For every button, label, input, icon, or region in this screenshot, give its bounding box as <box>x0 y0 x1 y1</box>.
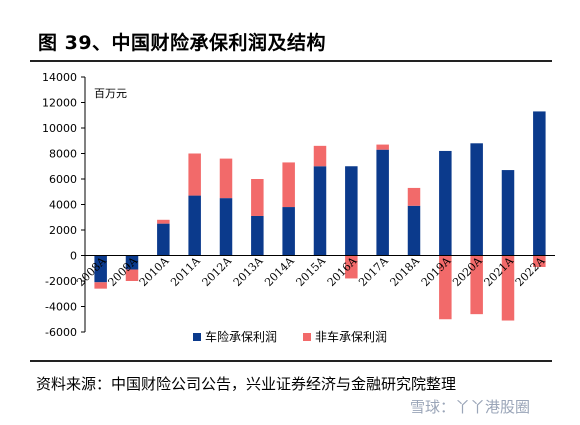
bar-auto-underwriting-profit <box>125 255 139 270</box>
y-tick-label: 6000 <box>49 173 77 186</box>
bar-non-auto-underwriting-profit <box>345 255 358 279</box>
y-tick-label: -4000 <box>45 301 77 314</box>
x-tick-label: 2010A <box>137 254 172 289</box>
x-tick-label: 2017A <box>356 254 391 289</box>
bar-auto-underwriting-profit <box>470 143 483 256</box>
x-tick-label: 2011A <box>168 254 203 289</box>
source-divider <box>30 360 552 362</box>
bar-non-auto-underwriting-profit <box>157 219 170 224</box>
legend-swatch-auto <box>193 333 201 341</box>
bar-non-auto-underwriting-profit <box>376 144 389 150</box>
watermark: 雪球：丫丫港股圈 <box>410 398 531 416</box>
bar-auto-underwriting-profit <box>219 198 233 256</box>
bar-non-auto-underwriting-profit <box>407 187 421 206</box>
unit-label: 百万元 <box>94 87 127 100</box>
bar-non-auto-underwriting-profit <box>282 162 295 208</box>
y-tick-label: 8000 <box>49 148 77 161</box>
x-tick-label: 2013A <box>231 254 266 289</box>
bar-auto-underwriting-profit <box>157 223 170 256</box>
bar-auto-underwriting-profit <box>313 166 327 256</box>
bar-non-auto-underwriting-profit <box>94 282 107 289</box>
source-note: 资料来源：中国财险公司公告，兴业证券经济与金融研究院整理 <box>36 375 457 393</box>
y-tick-label: -6000 <box>45 326 77 339</box>
x-tick-label: 2012A <box>200 254 235 289</box>
bar-non-auto-underwriting-profit <box>439 255 452 320</box>
x-tick-label: 2018A <box>388 254 423 289</box>
title-divider <box>30 60 552 62</box>
bar-non-auto-underwriting-profit <box>188 153 201 196</box>
chart-title: 图 39、中国财险承保利润及结构 <box>38 32 327 54</box>
bar-non-auto-underwriting-profit <box>219 158 233 199</box>
bar-auto-underwriting-profit <box>533 111 546 256</box>
bar-auto-underwriting-profit <box>94 255 107 283</box>
bar-auto-underwriting-profit <box>501 170 515 256</box>
y-tick-label: 0 <box>70 250 77 263</box>
bar-auto-underwriting-profit <box>439 150 452 256</box>
bar-non-auto-underwriting-profit <box>533 255 546 267</box>
bar-auto-underwriting-profit <box>282 207 295 256</box>
y-tick-label: 10000 <box>42 122 77 135</box>
bar-auto-underwriting-profit <box>376 149 389 256</box>
bar-non-auto-underwriting-profit <box>313 145 327 167</box>
bar-auto-underwriting-profit <box>407 205 421 256</box>
y-tick-label: 12000 <box>42 97 77 110</box>
bar-auto-underwriting-profit <box>345 166 358 256</box>
stacked-bar-chart: -6000 -4000 -2000 0 2000 4000 6000 8000 10000 120… <box>42 71 555 344</box>
legend-label-non-auto: 非车承保利润 <box>315 329 387 344</box>
x-tick-label: 2014A <box>262 254 297 289</box>
y-tick-label: 14000 <box>42 71 77 84</box>
bar-auto-underwriting-profit <box>251 215 264 256</box>
y-tick-label: 2000 <box>49 224 77 237</box>
bar-non-auto-underwriting-profit <box>470 255 483 315</box>
legend-swatch-non-auto <box>303 333 311 341</box>
bar-auto-underwriting-profit <box>188 195 201 256</box>
y-tick-label: 4000 <box>49 199 77 212</box>
x-tick-label: 2015A <box>294 254 329 289</box>
bar-non-auto-underwriting-profit <box>501 255 515 321</box>
y-tick-label: -2000 <box>45 275 77 288</box>
bar-non-auto-underwriting-profit <box>251 179 264 216</box>
legend-label-auto: 车险承保利润 <box>205 329 277 344</box>
bar-non-auto-underwriting-profit <box>125 269 139 281</box>
